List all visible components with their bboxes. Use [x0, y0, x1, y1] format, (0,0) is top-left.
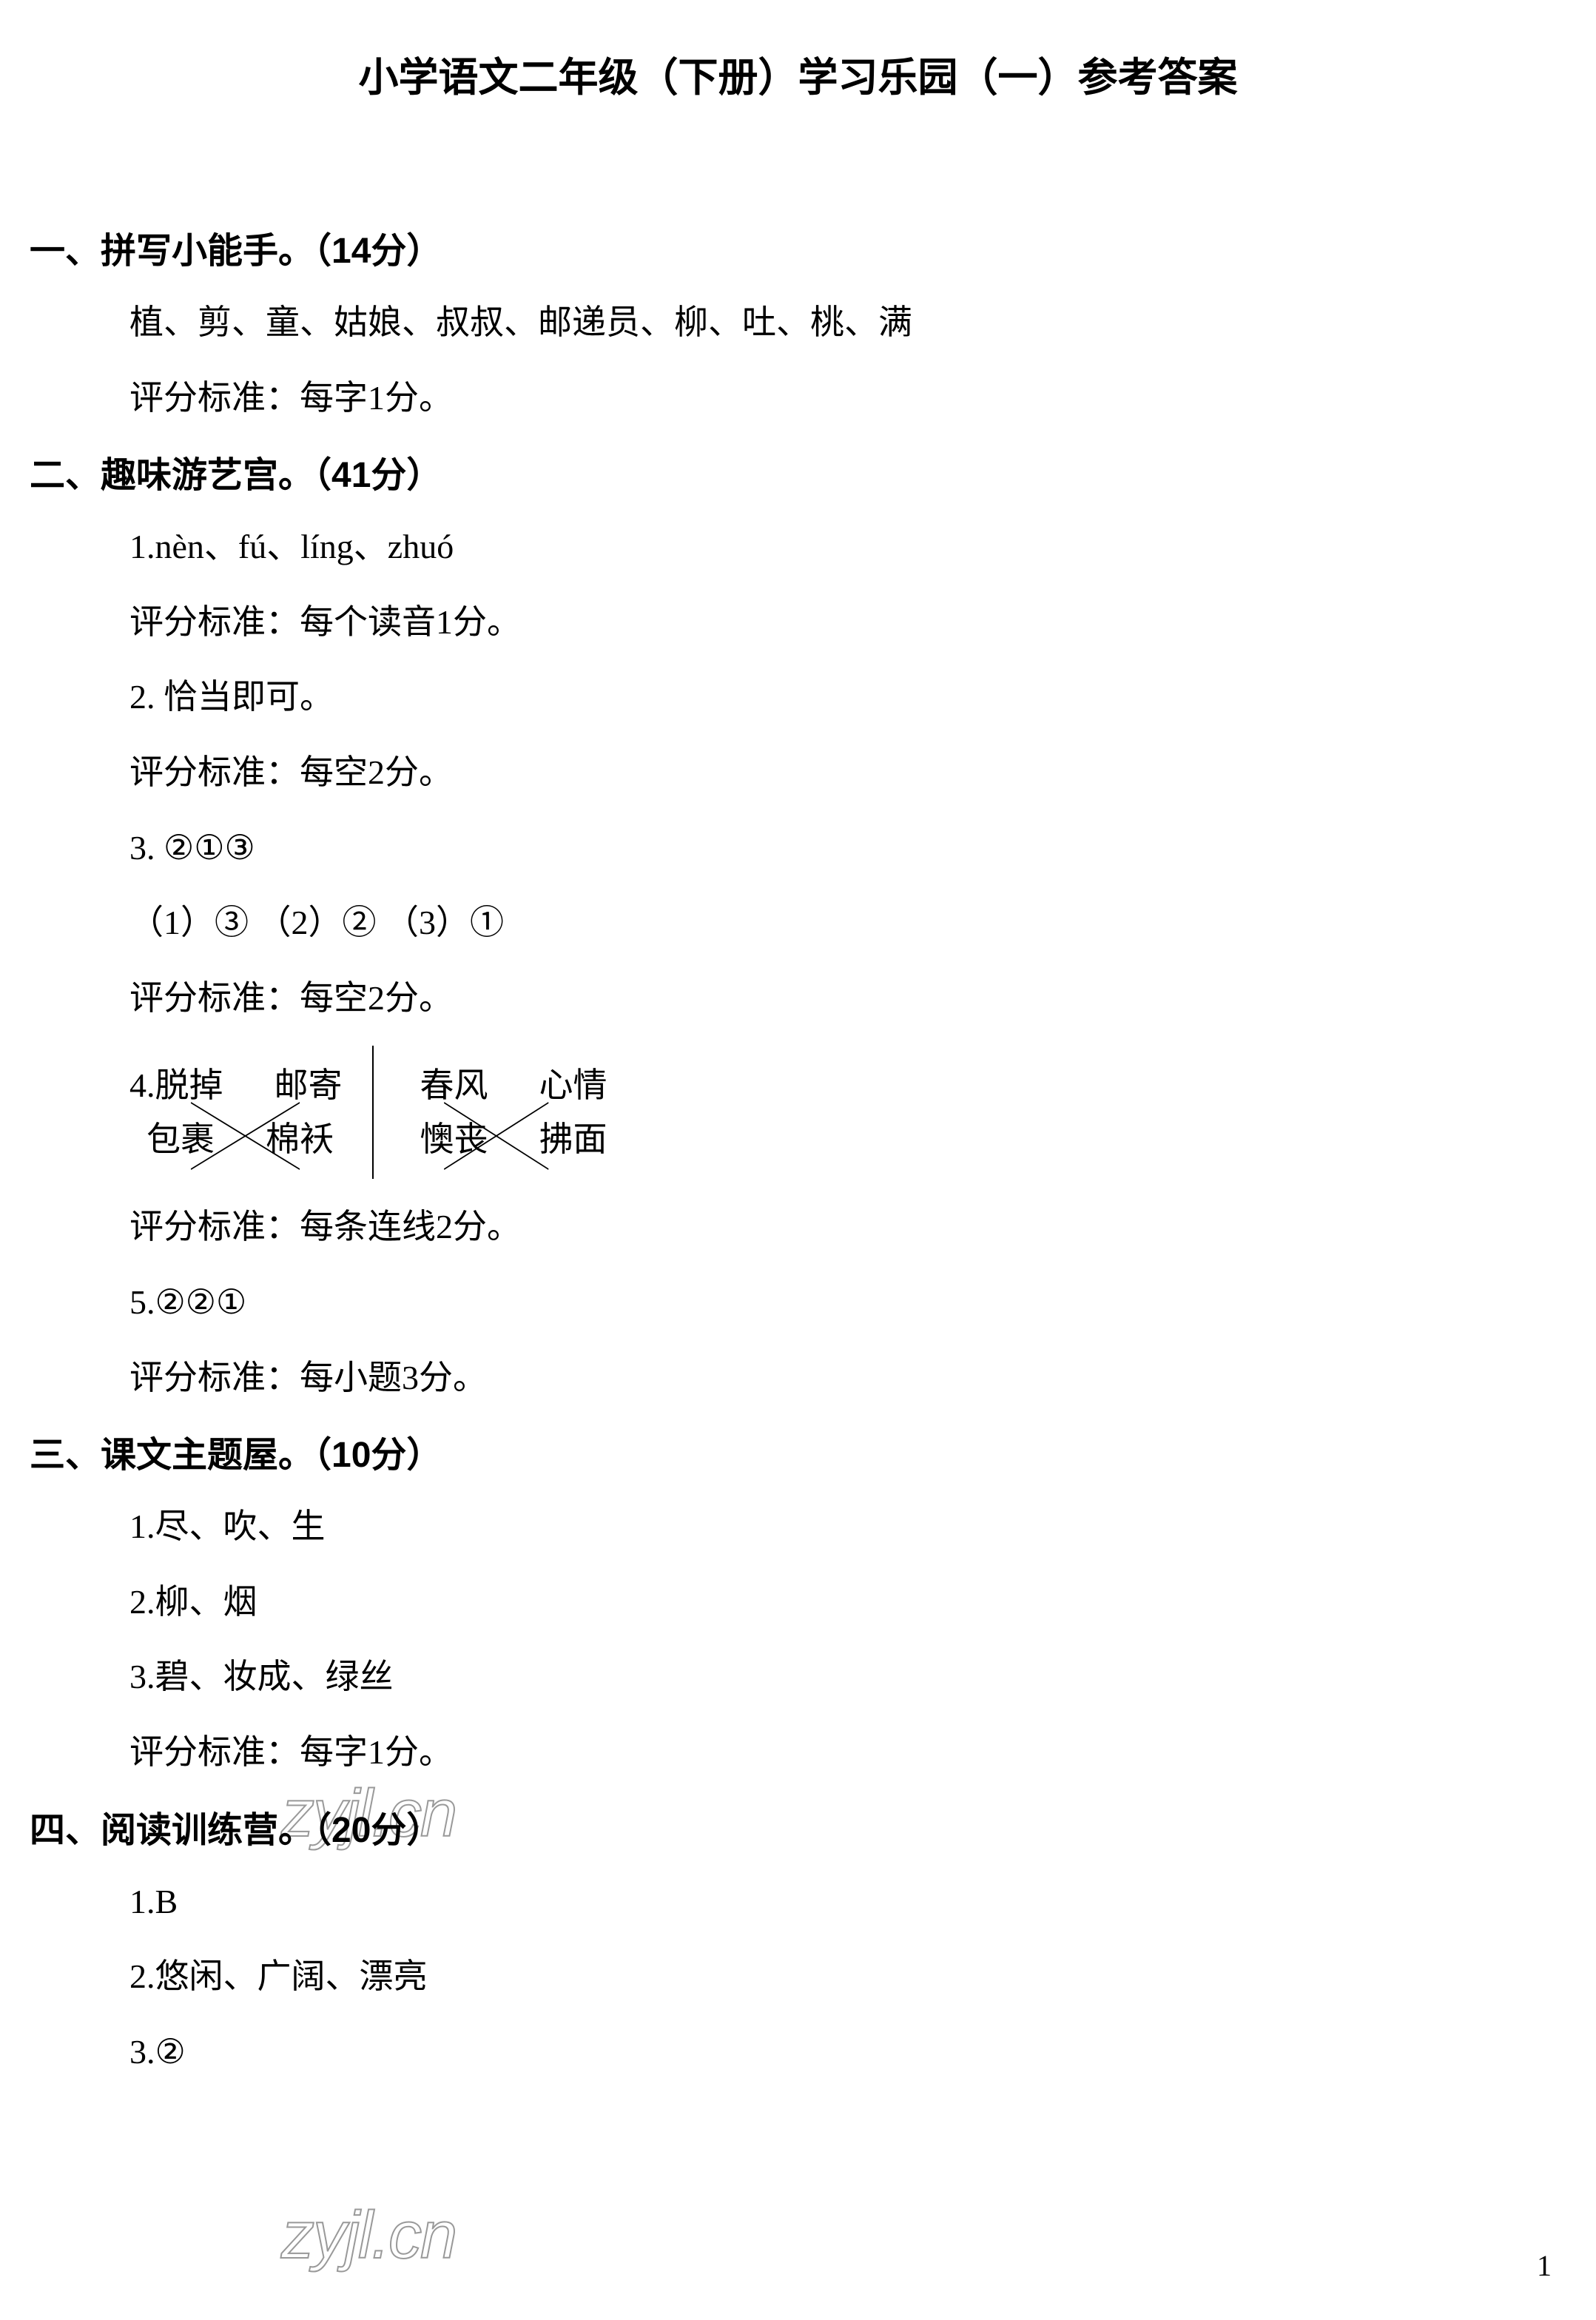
section-2-after-0: 评分标准：每条连线2分。 [129, 1200, 1566, 1254]
section-4-line-2: 3.② [129, 2025, 1566, 2079]
section-4-line-1: 2.悠闲、广阔、漂亮 [129, 1949, 1566, 2004]
cross-lines-2 [403, 1099, 607, 1173]
section-2-line-3: 评分标准：每空2分。 [129, 745, 1566, 800]
section-3-line-3: 评分标准：每字1分。 [129, 1725, 1566, 1780]
watermark-2: zyjl.cn [281, 2198, 456, 2274]
page-number: 1 [1537, 2248, 1552, 2283]
section-1-line-1: 评分标准：每字1分。 [129, 371, 1566, 426]
section-1-heading: 一、拼写小能手。（14分） [30, 221, 1566, 273]
section-2-line-2: 2. 恰当即可。 [129, 670, 1566, 724]
matching-divider [372, 1046, 374, 1179]
section-2-after-1: 5.②②① [129, 1275, 1566, 1330]
section-2-after-2: 评分标准：每小题3分。 [129, 1351, 1566, 1405]
section-2-line-4: 3. ②①③ [129, 821, 1566, 875]
section-4-line-0: 1.B [129, 1875, 1566, 1929]
section-3-line-1: 2.柳、烟 [129, 1575, 1566, 1630]
matching-exercise: 4.脱掉 邮寄 包裹 棉袄 春风 心情 懊丧 拂面 [129, 1046, 1566, 1179]
matching-group-2: 春风 心情 懊丧 拂面 [403, 1058, 607, 1167]
section-2-line-5: （1）③ （2）② （3）① [129, 895, 1566, 950]
section-2-line-1: 评分标准：每个读音1分。 [129, 595, 1566, 650]
section-4-heading: 四、阅读训练营。（20分） [30, 1800, 1566, 1852]
section-2-heading: 二、趣味游艺宫。（41分） [30, 445, 1566, 497]
matching-group-1: 4.脱掉 邮寄 包裹 棉袄 [129, 1058, 343, 1167]
section-3-line-0: 1.尽、吹、生 [129, 1499, 1566, 1554]
section-3-heading: 三、课文主题屋。（10分） [30, 1425, 1566, 1477]
section-3-line-2: 3.碧、妆成、绿丝 [129, 1650, 1566, 1704]
section-2-line-0: 1.nèn、fú、líng、zhuó [129, 520, 1566, 574]
section-1-line-0: 植、剪、童、姑娘、叔叔、邮递员、柳、吐、桃、满 [129, 295, 1566, 350]
cross-lines-1 [129, 1099, 343, 1173]
page-title: 小学语文二年级（下册）学习乐园（一）参考答案 [30, 44, 1566, 103]
section-2-line-6: 评分标准：每空2分。 [129, 971, 1566, 1026]
